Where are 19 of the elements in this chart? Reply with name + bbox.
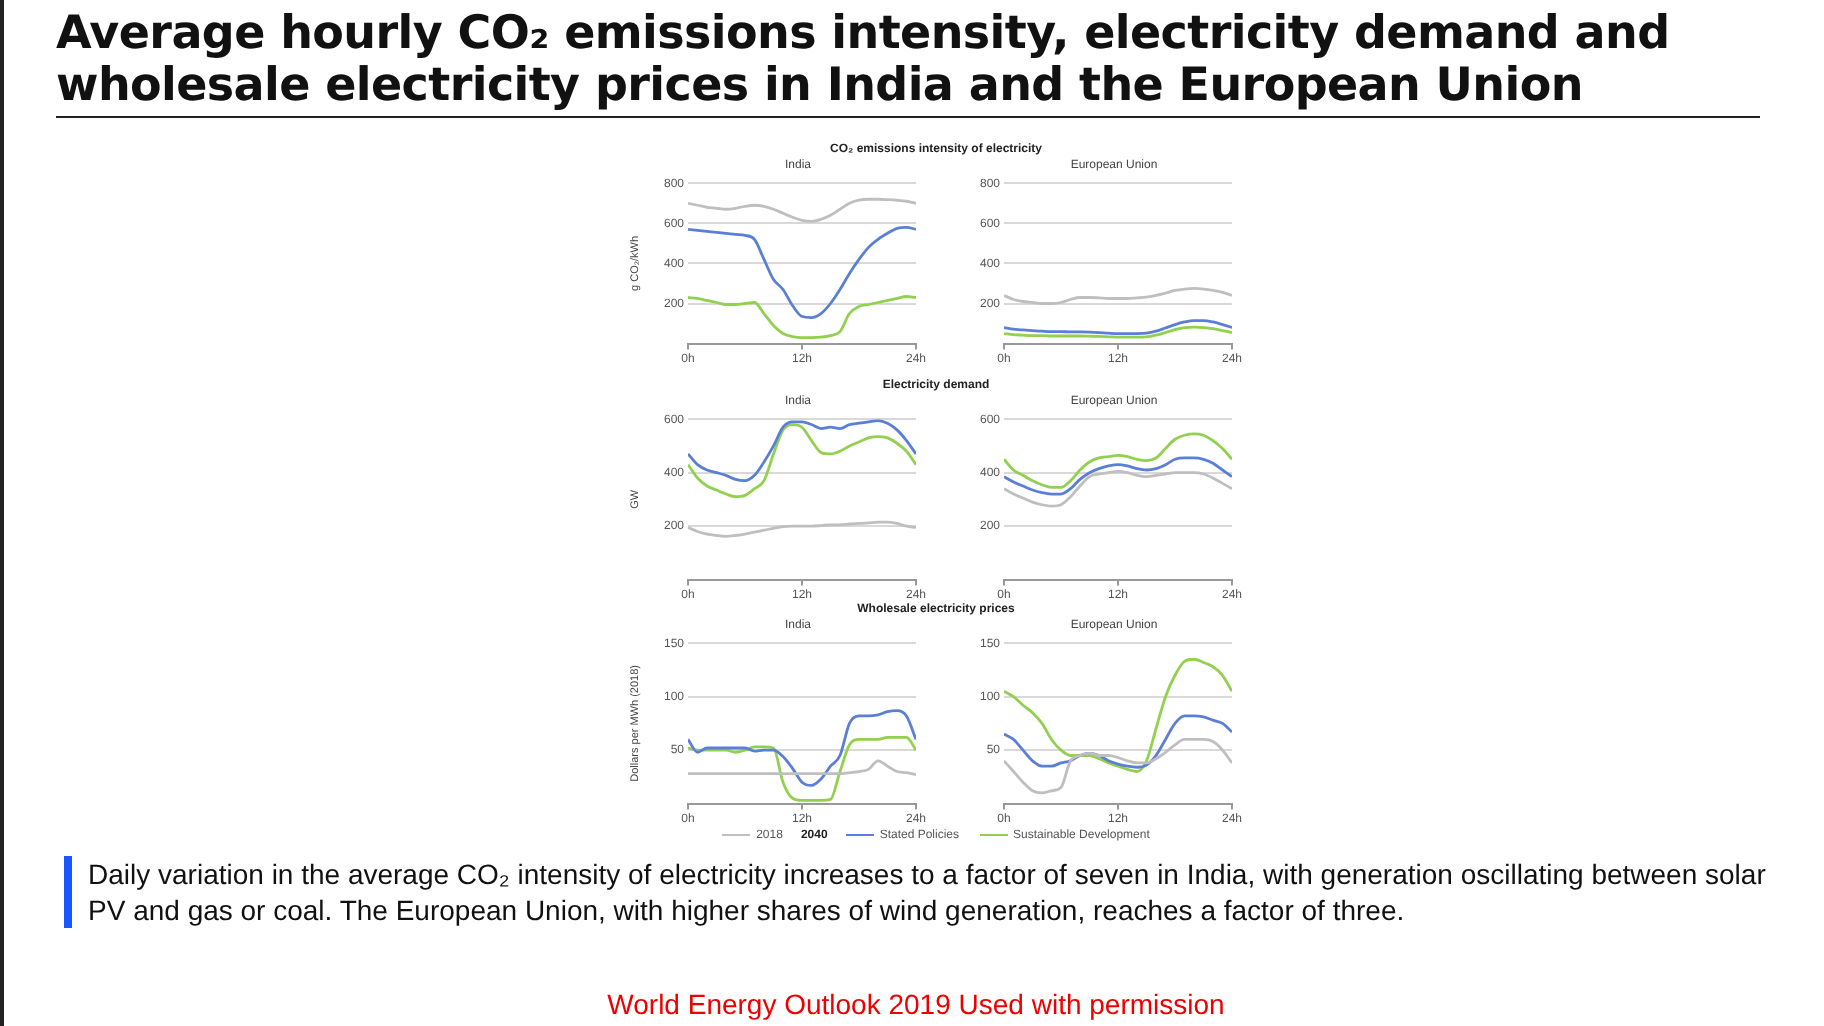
- line-series: [1004, 469, 1232, 508]
- line-series: [1004, 714, 1232, 769]
- line-series: [688, 197, 916, 223]
- line-series: [1004, 456, 1232, 496]
- line-series: [688, 419, 916, 483]
- line-series: [1004, 657, 1232, 773]
- line-series: [1004, 287, 1232, 305]
- text: Average hourly CO₂ emissions intensity, electricity demand and wholesale electricity prices in India and the European Union: [56, 8, 1760, 118]
- text: World Energy Outlook 2019 Used with permission: [605, 988, 1227, 1020]
- line-series: [688, 423, 916, 499]
- line-series: [688, 759, 916, 777]
- line-series: [688, 520, 916, 538]
- line-series: [688, 295, 916, 339]
- line-series: [1004, 738, 1232, 795]
- line-series: [1004, 319, 1232, 335]
- line-series: [688, 709, 916, 787]
- text: Daily variation in the average CO₂ intensity of electricity increases to a factor of seven in India, with generation oscillating between solar PV and gas or coal. The European Union, with higher shares of wind generation, reaches a factor of three.: [64, 856, 1808, 928]
- line-series: [688, 225, 916, 319]
- line-series: [1004, 432, 1232, 489]
